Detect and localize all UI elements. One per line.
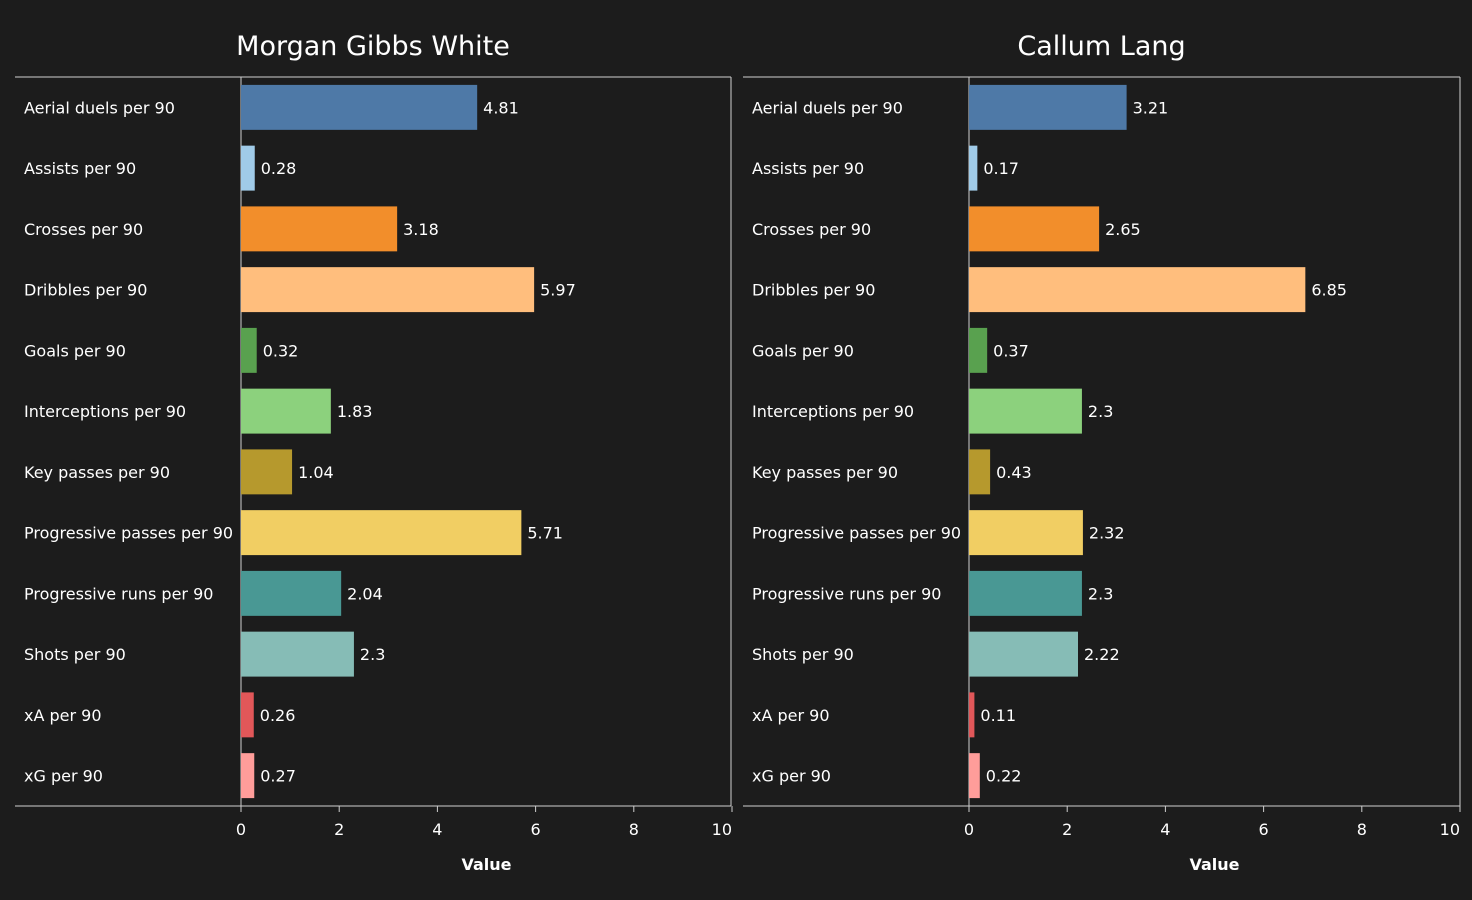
chart2-value-label: 6.85 bbox=[1311, 281, 1347, 300]
chart2-x-axis-label: Value bbox=[1189, 855, 1239, 874]
chart1-value-label: 1.04 bbox=[298, 463, 334, 482]
chart2-category-label: xG per 90 bbox=[752, 767, 831, 786]
chart1-x-axis-label: Value bbox=[461, 855, 511, 874]
chart1-category-label: Assists per 90 bbox=[24, 159, 136, 178]
chart2-x-tick-label: 2 bbox=[1062, 820, 1072, 839]
chart2-category-label: Progressive runs per 90 bbox=[752, 584, 941, 603]
chart1-value-label: 5.71 bbox=[527, 524, 563, 543]
chart2-category-label: Assists per 90 bbox=[752, 159, 864, 178]
chart1-category-label: Shots per 90 bbox=[24, 645, 126, 664]
chart1-bar bbox=[241, 267, 535, 313]
chart2-bar bbox=[969, 145, 978, 191]
chart2-category-label: Key passes per 90 bbox=[752, 463, 898, 482]
chart1-bar bbox=[241, 631, 354, 677]
chart2-bar bbox=[969, 510, 1083, 556]
chart1-x-tick-label: 4 bbox=[432, 820, 442, 839]
chart2-value-label: 2.32 bbox=[1089, 524, 1125, 543]
chart1-panel: Morgan Gibbs White Aerial duels per 90 4.8… bbox=[15, 31, 733, 874]
chart2-value-label: 3.21 bbox=[1133, 98, 1169, 117]
chart2-category-label: Progressive passes per 90 bbox=[752, 524, 961, 543]
chart1-category-label: Progressive passes per 90 bbox=[24, 524, 233, 543]
chart2-category-label: Crosses per 90 bbox=[752, 220, 871, 239]
chart2-bar bbox=[969, 753, 980, 799]
chart1-category-label: Goals per 90 bbox=[24, 341, 126, 360]
chart1-category-label: xA per 90 bbox=[24, 706, 102, 725]
chart1-category-label: Interceptions per 90 bbox=[24, 402, 186, 421]
chart2-bar bbox=[969, 388, 1082, 434]
chart1-category-label: Dribbles per 90 bbox=[24, 281, 147, 300]
chart1-bar bbox=[241, 388, 331, 434]
chart2-bar bbox=[969, 84, 1127, 130]
chart1-bar bbox=[241, 327, 257, 373]
chart1-bar bbox=[241, 510, 522, 556]
chart2-category-label: xA per 90 bbox=[752, 706, 830, 725]
chart1-value-label: 0.27 bbox=[260, 767, 296, 786]
chart2-value-label: 0.43 bbox=[996, 463, 1032, 482]
chart2-bar bbox=[969, 570, 1082, 616]
chart1-category-label: Key passes per 90 bbox=[24, 463, 170, 482]
chart1-value-label: 2.3 bbox=[360, 645, 385, 664]
chart1-x-tick-label: 6 bbox=[531, 820, 541, 839]
chart2-bar bbox=[969, 206, 1100, 252]
chart2-x-tick-label: 6 bbox=[1259, 820, 1269, 839]
chart1-title: Morgan Gibbs White bbox=[236, 31, 510, 62]
chart2-bar bbox=[969, 267, 1306, 313]
chart2-x-tick-label: 0 bbox=[964, 820, 974, 839]
chart1-bar bbox=[241, 449, 293, 495]
chart1-value-label: 1.83 bbox=[337, 402, 373, 421]
chart2-x-tick-label: 10 bbox=[1440, 820, 1460, 839]
chart1-value-label: 0.26 bbox=[260, 706, 296, 725]
chart2-bar bbox=[969, 327, 988, 373]
chart2-value-label: 2.22 bbox=[1084, 645, 1120, 664]
chart1-category-label: Aerial duels per 90 bbox=[24, 98, 175, 117]
chart1-x-tick-label: 10 bbox=[712, 820, 732, 839]
chart2-value-label: 2.3 bbox=[1088, 402, 1113, 421]
chart1-value-label: 5.97 bbox=[540, 281, 576, 300]
chart2-category-label: Goals per 90 bbox=[752, 341, 854, 360]
chart2-value-label: 2.3 bbox=[1088, 584, 1113, 603]
chart1-bar bbox=[241, 570, 342, 616]
chart2-category-label: Aerial duels per 90 bbox=[752, 98, 903, 117]
chart2-panel: Callum Lang Aerial duels per 90 3.21 Assist… bbox=[743, 31, 1461, 874]
chart1-value-label: 0.28 bbox=[261, 159, 297, 178]
chart2-category-label: Dribbles per 90 bbox=[752, 281, 875, 300]
chart2-bar bbox=[969, 449, 991, 495]
chart1-bar bbox=[241, 692, 254, 738]
chart2-value-label: 0.37 bbox=[993, 341, 1029, 360]
chart1-value-label: 3.18 bbox=[403, 220, 439, 239]
chart1-bar bbox=[241, 145, 255, 191]
chart2-value-label: 0.22 bbox=[986, 767, 1022, 786]
chart1-bar bbox=[241, 206, 398, 252]
chart2-value-label: 2.65 bbox=[1105, 220, 1141, 239]
chart2-category-label: Shots per 90 bbox=[752, 645, 854, 664]
chart1-category-label: Progressive runs per 90 bbox=[24, 584, 213, 603]
chart1-x-tick-label: 8 bbox=[629, 820, 639, 839]
chart2-category-label: Interceptions per 90 bbox=[752, 402, 914, 421]
chart2-x-tick-label: 8 bbox=[1357, 820, 1367, 839]
chart2-title: Callum Lang bbox=[1017, 31, 1185, 62]
chart1-bar bbox=[241, 84, 478, 130]
chart1-value-label: 0.32 bbox=[263, 341, 299, 360]
chart1-x-tick-label: 2 bbox=[334, 820, 344, 839]
chart1-value-label: 4.81 bbox=[483, 98, 519, 117]
chart1-value-label: 2.04 bbox=[347, 584, 383, 603]
chart2-bar bbox=[969, 631, 1079, 677]
chart1-category-label: xG per 90 bbox=[24, 767, 103, 786]
chart2-x-tick-label: 4 bbox=[1160, 820, 1170, 839]
chart1-x-tick-label: 0 bbox=[236, 820, 246, 839]
chart2-value-label: 0.11 bbox=[980, 706, 1016, 725]
chart2-value-label: 0.17 bbox=[983, 159, 1019, 178]
chart1-category-label: Crosses per 90 bbox=[24, 220, 143, 239]
chart2-bar bbox=[969, 692, 975, 738]
chart1-bar bbox=[241, 753, 255, 799]
